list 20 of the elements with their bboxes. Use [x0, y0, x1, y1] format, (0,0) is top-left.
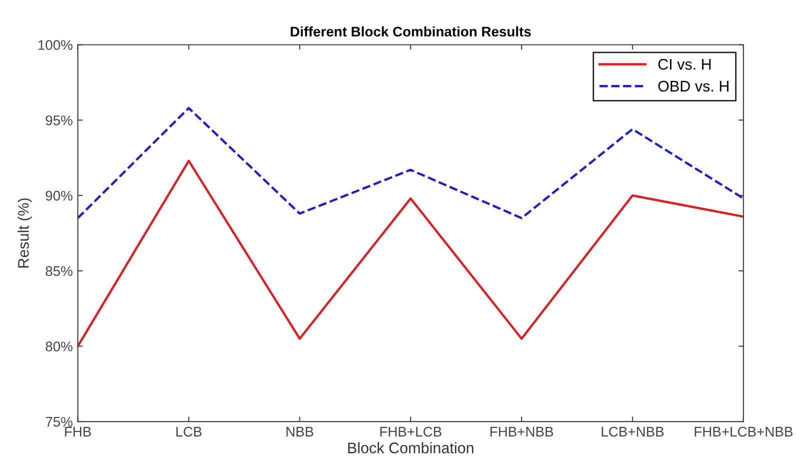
x-axis-title: Block Combination [348, 442, 474, 454]
legend-label: OBD vs. H [658, 80, 728, 92]
x-tick-label: NBB [286, 426, 314, 436]
legend-label: CI vs. H [658, 58, 711, 70]
y-tick-label: 90% [46, 190, 72, 201]
line-series [78, 160, 744, 348]
x-tick-label: FHB+NBB [490, 426, 554, 436]
y-tick-label: 80% [46, 342, 72, 352]
line-series [78, 106, 744, 220]
y-tick-label: 85% [46, 266, 72, 276]
y-tick-label: 100% [38, 40, 72, 50]
x-tick-label: FHB+LCB [380, 426, 442, 437]
y-tick-label: 75% [46, 416, 72, 427]
x-tick-label: FHB [65, 426, 91, 436]
chart-title: Different Block Combination Results [290, 26, 531, 37]
x-tick-label: LCB [176, 426, 202, 437]
x-tick-label: FHB+LCB+NBB [694, 426, 793, 437]
y-tick-label: 95% [46, 115, 72, 126]
y-axis-title: Result (%) [18, 198, 32, 268]
x-tick-label: LCB+NBB [602, 426, 664, 437]
